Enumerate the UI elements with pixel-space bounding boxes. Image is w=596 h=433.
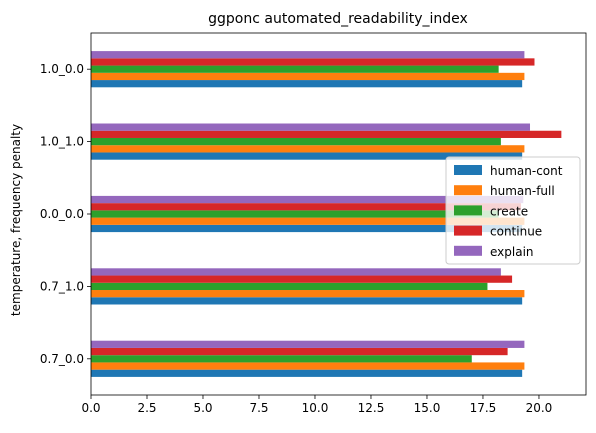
legend-box [445,156,581,265]
bar [91,210,499,218]
bar [91,362,525,370]
bar [91,340,525,348]
x-tick-label: 12.5 [358,401,385,415]
bar [91,58,535,66]
bar [91,268,501,276]
bar [91,203,522,211]
y-axis-label: temperature, frequency penalty [9,124,23,316]
legend-entry: human-full [490,184,555,198]
bar [91,369,523,377]
legend-swatch [454,225,482,236]
legend-swatch [454,245,482,256]
bar [91,130,562,138]
x-tick-label: 20.0 [526,401,553,415]
bar [91,123,531,131]
bar [91,80,523,88]
bar [91,290,525,298]
bar [91,152,523,160]
axes: 0.0 2.5 5.0 7.5 10.0 12.5 15.0 17.5 20.0 0.7_0.0 0… [40,32,587,415]
bar [91,282,488,291]
x-tick-label: 2.5 [137,401,156,415]
y-tick-label: 0.7_0.0 [40,352,84,366]
legend-swatch [454,165,482,175]
x-tick-label: 17.5 [470,401,497,415]
bar [91,355,472,363]
bar [91,145,525,153]
bar [91,51,525,59]
bar [91,347,508,356]
y-tick-label: 0.7_1.0 [40,279,84,293]
x-tick-label: 5.0 [193,401,212,415]
legend-swatch [454,205,482,216]
bar [91,275,513,283]
legend-entry: human-cont [490,164,563,178]
bar [91,217,525,225]
legend: human-cont human-full create continue explai… [445,156,581,265]
x-tick-label: 10.0 [302,401,329,415]
bar [91,195,524,204]
bar [91,65,499,73]
y-tick-label: 1.0_0.0 [40,62,84,76]
bar-group [91,51,562,377]
legend-entry: explain [490,245,534,259]
bar [91,297,523,305]
y-tick-label: 0.0_0.0 [40,207,84,221]
x-tick-label: 7.5 [249,401,268,415]
bar [91,224,523,233]
legend-swatch [454,185,482,196]
bar [91,72,525,81]
legend-entry: continue [490,225,542,239]
x-tick-label: 15.0 [414,401,441,415]
chart-title: ggponc automated_readability_index [208,11,468,27]
bar [91,137,501,146]
x-tick-label: 0.0 [81,401,100,415]
legend-entry: create [490,204,528,218]
y-tick-label: 1.0_1.0 [40,135,84,149]
